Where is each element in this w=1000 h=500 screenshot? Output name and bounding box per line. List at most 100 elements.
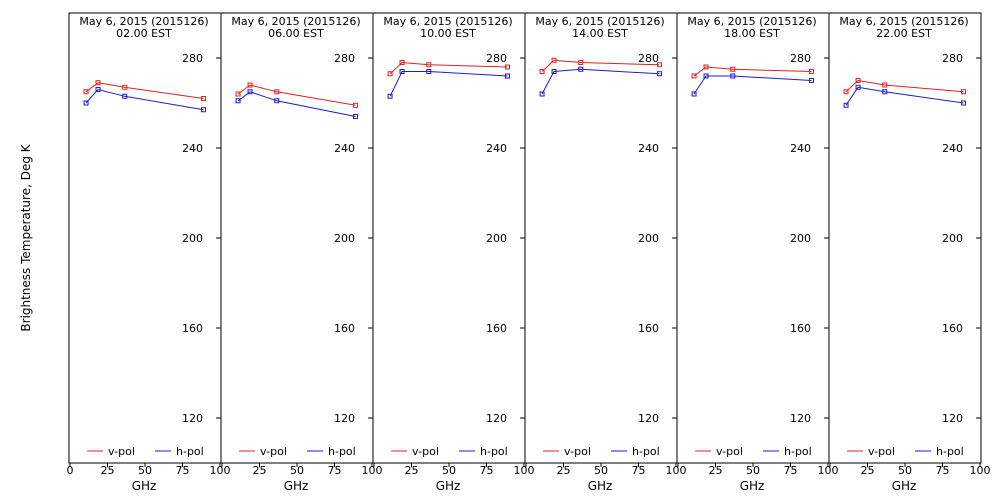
data-point-v-pol [961, 89, 966, 95]
data-point-v-pol [201, 96, 206, 101]
data-point-v-pol [235, 91, 241, 97]
x-tick-label: 0 [67, 464, 74, 477]
series-line-h-pol [237, 91, 356, 117]
y-tick-label: 200 [486, 232, 507, 245]
x-tick-label: 75 [480, 464, 494, 477]
panel-title: May 6, 2015 (2015126) [79, 15, 208, 28]
y-tick-label: 160 [334, 322, 355, 335]
legend-label-v-pol: v-pol [868, 445, 895, 458]
panel-subtitle: 02.00 EST [116, 27, 172, 40]
panel-title: May 6, 2015 (2015126) [535, 15, 664, 28]
x-tick-label: 50 [898, 464, 912, 477]
panel-title: May 6, 2015 (2015126) [687, 15, 816, 28]
data-point-h-pol [882, 89, 888, 95]
series-line-h-pol [693, 75, 812, 95]
x-tick-label: 100 [818, 464, 839, 477]
y-tick-label: 200 [334, 232, 355, 245]
data-point-v-pol [855, 78, 861, 83]
data-point-v-pol [843, 89, 849, 95]
y-tick-label: 280 [486, 52, 507, 65]
data-point-h-pol [83, 100, 89, 106]
data-point-v-pol [122, 84, 128, 90]
legend-label-h-pol: h-pol [328, 445, 356, 458]
x-axis-label: GHz [284, 479, 309, 493]
y-tick-label: 280 [182, 52, 203, 65]
data-point-h-pol [274, 98, 280, 104]
data-point-v-pol [703, 64, 709, 70]
legend-label-h-pol: h-pol [480, 445, 508, 458]
data-point-h-pol [505, 73, 510, 79]
data-point-v-pol [730, 66, 736, 72]
data-point-h-pol [809, 78, 814, 83]
panel-1: May 6, 2015 (2015126)02.00 EST 120 160 200 2… [67, 12, 231, 493]
data-point-v-pol [539, 69, 545, 74]
y-tick-label: 160 [790, 322, 811, 335]
x-tick-label: 75 [784, 464, 798, 477]
y-axis-label: Brightness Temperature, Deg K [19, 143, 33, 331]
y-tick-label: 200 [942, 232, 963, 245]
panel-subtitle: 14.00 EST [572, 27, 628, 40]
panel-5: May 6, 2015 (2015126)18.00 EST 120 160 200 2… [676, 12, 839, 493]
x-tick-label: 75 [936, 464, 950, 477]
y-tick-label: 120 [182, 412, 203, 425]
y-tick-label: 280 [638, 52, 659, 65]
data-point-v-pol [95, 80, 101, 86]
legend-label-v-pol: v-pol [260, 445, 287, 458]
data-point-v-pol [551, 57, 557, 63]
series-line-h-pol [389, 71, 508, 97]
data-point-h-pol [247, 89, 253, 95]
x-tick-label: 25 [557, 464, 571, 477]
data-point-h-pol [578, 66, 584, 72]
legend-label-h-pol: h-pol [784, 445, 812, 458]
x-tick-label: 25 [405, 464, 419, 477]
panel-6: May 6, 2015 (2015126)22.00 EST 120 160 200 2… [828, 12, 991, 493]
data-point-v-pol [399, 60, 405, 65]
data-point-h-pol [961, 100, 966, 106]
data-point-v-pol [691, 73, 697, 79]
data-point-h-pol [353, 114, 358, 119]
x-tick-label: 100 [210, 464, 231, 477]
x-tick-label: 50 [746, 464, 760, 477]
x-axis-label: GHz [132, 479, 157, 493]
panel-3: May 6, 2015 (2015126)10.00 EST 120 160 200 2… [372, 12, 535, 493]
legend-label-v-pol: v-pol [564, 445, 591, 458]
y-tick-label: 240 [638, 142, 659, 155]
legend-label-h-pol: h-pol [936, 445, 964, 458]
data-point-h-pol [95, 87, 101, 92]
y-tick-label: 160 [638, 322, 659, 335]
data-point-h-pol [855, 84, 861, 90]
legend-label-v-pol: v-pol [716, 445, 743, 458]
data-point-h-pol [235, 98, 241, 104]
data-point-v-pol [274, 89, 280, 95]
series-line-v-pol [237, 84, 356, 106]
data-point-v-pol [809, 69, 814, 74]
legend-label-h-pol: h-pol [176, 445, 204, 458]
x-tick-label: 25 [861, 464, 875, 477]
x-tick-label: 50 [442, 464, 456, 477]
x-tick-label: 100 [666, 464, 687, 477]
data-point-v-pol [247, 82, 253, 88]
data-point-v-pol [426, 62, 432, 68]
panel-subtitle: 10.00 EST [420, 27, 476, 40]
panel-2: May 6, 2015 (2015126)06.00 EST 120 160 200 2… [220, 12, 383, 493]
panel-4: May 6, 2015 (2015126)14.00 EST 120 160 200 2… [524, 12, 687, 493]
x-tick-label: 100 [514, 464, 535, 477]
y-tick-label: 160 [182, 322, 203, 335]
panel-title: May 6, 2015 (2015126) [383, 15, 512, 28]
data-point-v-pol [578, 60, 584, 65]
data-point-h-pol [387, 93, 393, 99]
y-tick-label: 160 [486, 322, 507, 335]
x-tick-label: 75 [632, 464, 646, 477]
legend-label-h-pol: h-pol [632, 445, 660, 458]
series-line-v-pol [389, 61, 508, 75]
series-line-h-pol [845, 86, 964, 106]
y-tick-label: 200 [182, 232, 203, 245]
y-tick-label: 280 [790, 52, 811, 65]
x-tick-label: 25 [709, 464, 723, 477]
y-tick-label: 200 [638, 232, 659, 245]
x-tick-label: 50 [594, 464, 608, 477]
x-tick-label: 25 [253, 464, 267, 477]
series-line-h-pol [541, 68, 660, 95]
y-tick-label: 120 [790, 412, 811, 425]
